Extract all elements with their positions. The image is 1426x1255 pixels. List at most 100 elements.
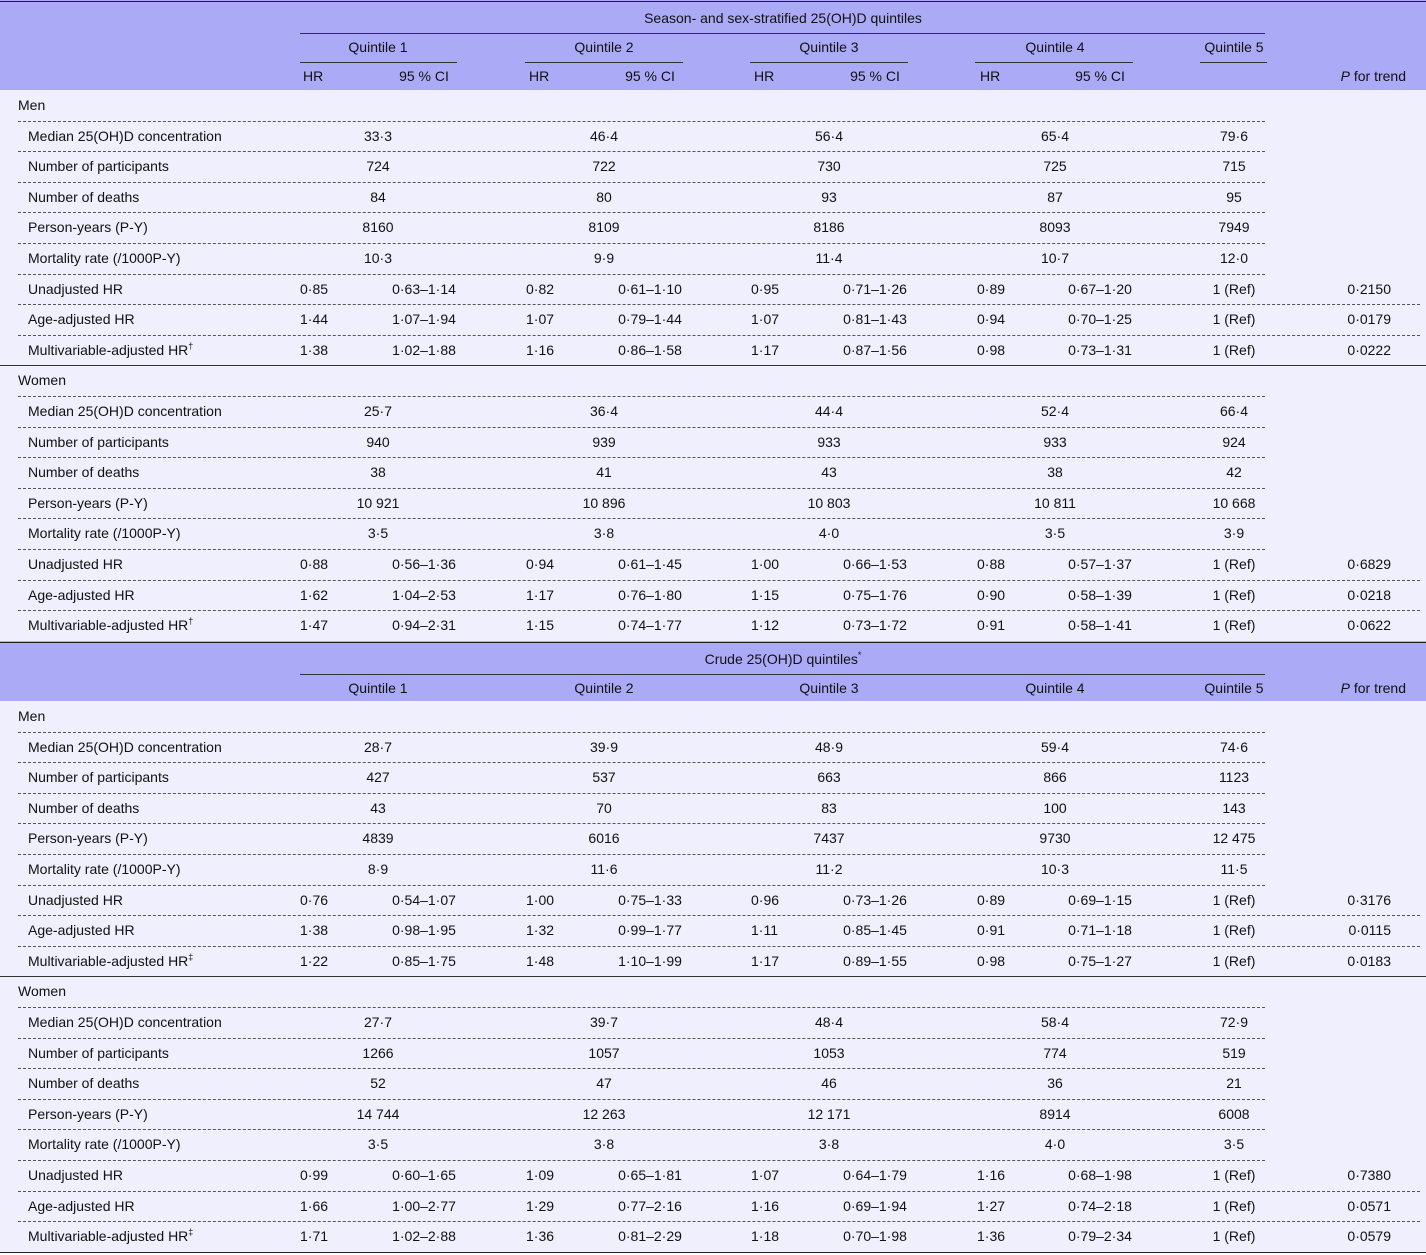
hr-value: 1·27 bbox=[977, 1197, 1006, 1214]
cell-value: 8160 bbox=[362, 219, 394, 236]
cell-value: 866 bbox=[1043, 769, 1067, 786]
footnote-mark: ‡ bbox=[188, 1227, 194, 1238]
cell-value: 39·9 bbox=[589, 738, 619, 755]
hr-value: 1·11 bbox=[751, 922, 778, 939]
cell-value: 65·4 bbox=[1040, 127, 1070, 144]
hr-subheader: HR bbox=[529, 68, 550, 84]
rule bbox=[18, 487, 1265, 489]
quintile-label: Quintile 4 bbox=[1025, 680, 1085, 696]
ci-value: 0·70–1·25 bbox=[1068, 311, 1132, 328]
hr-value: 0·91 bbox=[977, 617, 1006, 634]
ci-value: 1·02–2·88 bbox=[392, 1228, 456, 1245]
row-label-text: Number of participants bbox=[28, 769, 169, 786]
cell-value: 3·9 bbox=[1223, 525, 1245, 542]
hr-value: 0·82 bbox=[526, 280, 555, 297]
ci-value: 0·81–1·43 bbox=[843, 311, 907, 328]
rule bbox=[300, 62, 457, 63]
ref-value: 1 (Ref) bbox=[1212, 1197, 1256, 1214]
rule bbox=[300, 674, 1265, 675]
cell-value: 3·8 bbox=[593, 1136, 615, 1153]
p-value: 0·0222 bbox=[1347, 341, 1391, 358]
cell-value: 8186 bbox=[813, 219, 845, 236]
cell-value: 4·0 bbox=[818, 525, 840, 542]
trend-text: for trend bbox=[1349, 68, 1406, 84]
hr-value: 1·62 bbox=[300, 586, 329, 603]
cell-value: 66·4 bbox=[1219, 403, 1249, 419]
hr-value: 1·12 bbox=[751, 617, 780, 634]
p-value: 0·0183 bbox=[1347, 952, 1391, 969]
rule bbox=[18, 1190, 1420, 1192]
cell-value: 4839 bbox=[362, 830, 394, 847]
cell-value: 59·4 bbox=[1040, 738, 1070, 755]
trend-text: for trend bbox=[1349, 680, 1406, 696]
row-label-text: Person-years (P-Y) bbox=[28, 219, 148, 236]
ci-value: 1·10–1·99 bbox=[618, 952, 682, 969]
hr-value: 0·88 bbox=[977, 556, 1006, 572]
cell-value: 724 bbox=[366, 158, 390, 175]
row-label: Median 25(OH)D concentration bbox=[28, 121, 428, 152]
cell-value: 38 bbox=[370, 464, 386, 481]
footnote-mark: ‡ bbox=[188, 951, 194, 962]
row-label-text: Unadjusted HR bbox=[28, 280, 123, 297]
hr-value: 1·17 bbox=[751, 952, 780, 969]
row-label: Median 25(OH)D concentration bbox=[28, 1007, 428, 1038]
cell-value: 1057 bbox=[588, 1044, 620, 1061]
cell-value: 12 475 bbox=[1212, 830, 1256, 847]
cell-value: 11·5 bbox=[1220, 861, 1248, 877]
ci-value: 0·71–1·18 bbox=[1068, 922, 1132, 939]
cell-value: 1123 bbox=[1218, 769, 1250, 786]
ref-value: 1 (Ref) bbox=[1212, 922, 1256, 939]
ci-value: 0·74–2·18 bbox=[1068, 1197, 1132, 1214]
rule bbox=[750, 62, 908, 63]
ref-value: 1 (Ref) bbox=[1212, 586, 1256, 603]
cell-value: 939 bbox=[592, 433, 616, 450]
ci-value: 0·70–1·98 bbox=[843, 1228, 907, 1245]
rule bbox=[18, 457, 1265, 459]
cell-value: 519 bbox=[1222, 1044, 1246, 1061]
quintile-label: Quintile 1 bbox=[348, 680, 408, 696]
cell-value: 83 bbox=[821, 799, 837, 816]
ci-value: 0·75–1·27 bbox=[1068, 952, 1132, 969]
cell-value: 730 bbox=[817, 158, 841, 175]
cell-value: 3·5 bbox=[367, 525, 389, 542]
ci-subheader: 95 % CI bbox=[625, 68, 675, 84]
row-label-text: Mortality rate (/1000P-Y) bbox=[28, 525, 181, 542]
cell-value: 42 bbox=[1226, 464, 1242, 481]
row-label-text: Mortality rate (/1000P-Y) bbox=[28, 1136, 181, 1153]
row-label-text: Multivariable-adjusted HR bbox=[28, 617, 189, 634]
row-label-text: Person-years (P-Y) bbox=[28, 494, 148, 511]
p-value: 0·0571 bbox=[1347, 1197, 1391, 1214]
cell-value: 3·8 bbox=[593, 525, 615, 542]
section-title: Season- and sex-stratified 25(OH)D quint… bbox=[583, 3, 983, 33]
row-label: Person-years (P-Y) bbox=[28, 823, 428, 854]
hr-value: 1·16 bbox=[526, 341, 555, 358]
cell-value: 74·6 bbox=[1219, 738, 1249, 755]
row-label-text: Age-adjusted HR bbox=[28, 311, 135, 328]
ci-value: 0·89–1·55 bbox=[843, 952, 907, 969]
row-label-text: Number of deaths bbox=[28, 188, 140, 205]
ci-value: 0·61–1·45 bbox=[618, 556, 682, 572]
cell-value: 8·9 bbox=[367, 861, 389, 877]
cell-value: 12 263 bbox=[582, 1105, 626, 1122]
hr-value: 1·29 bbox=[526, 1197, 555, 1214]
cell-value: 52·4 bbox=[1040, 403, 1070, 419]
cell-value: 39·7 bbox=[589, 1014, 619, 1030]
ref-value: 1 (Ref) bbox=[1212, 617, 1256, 634]
hr-value: 0·88 bbox=[300, 556, 329, 572]
row-label-text: Unadjusted HR bbox=[28, 891, 123, 908]
ci-value: 1·02–1·88 bbox=[392, 341, 456, 358]
cell-value: 4·0 bbox=[1044, 1136, 1066, 1153]
cell-value: 3·5 bbox=[1044, 525, 1066, 542]
cell-value: 93 bbox=[821, 188, 837, 205]
ci-value: 0·75–1·76 bbox=[843, 586, 907, 603]
hr-value: 0·85 bbox=[300, 280, 329, 297]
hr-value: 1·36 bbox=[977, 1228, 1006, 1245]
p-value: 0·0179 bbox=[1347, 311, 1391, 328]
ci-value: 0·86–1·58 bbox=[618, 341, 682, 358]
cell-value: 79·6 bbox=[1219, 127, 1249, 144]
rule bbox=[18, 243, 1265, 244]
hr-value: 0·98 bbox=[977, 341, 1006, 358]
ci-value: 0·61–1·10 bbox=[618, 280, 682, 297]
row-label: Number of participants bbox=[28, 762, 428, 793]
